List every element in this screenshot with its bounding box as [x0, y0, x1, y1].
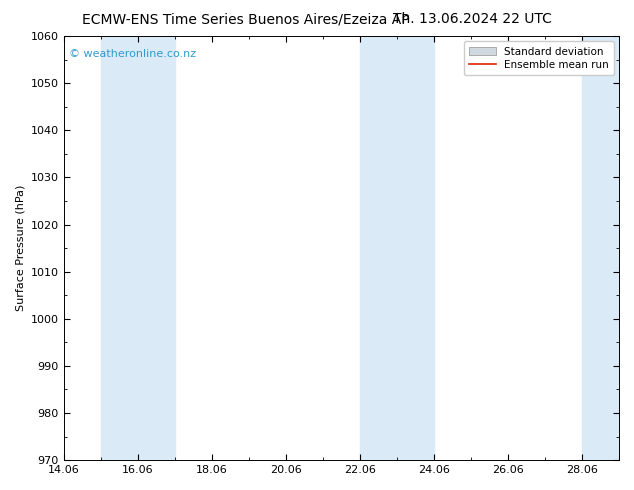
Bar: [101, 36, 174, 460]
Text: © weatheronline.co.nz: © weatheronline.co.nz: [69, 49, 196, 59]
Legend: Standard deviation, Ensemble mean run: Standard deviation, Ensemble mean run: [464, 41, 614, 75]
Text: ECMW-ENS Time Series Buenos Aires/Ezeiza AP: ECMW-ENS Time Series Buenos Aires/Ezeiza…: [82, 12, 410, 26]
Text: Th. 13.06.2024 22 UTC: Th. 13.06.2024 22 UTC: [392, 12, 552, 26]
Bar: [582, 36, 634, 460]
Y-axis label: Surface Pressure (hPa): Surface Pressure (hPa): [15, 185, 25, 311]
Bar: [359, 36, 434, 460]
